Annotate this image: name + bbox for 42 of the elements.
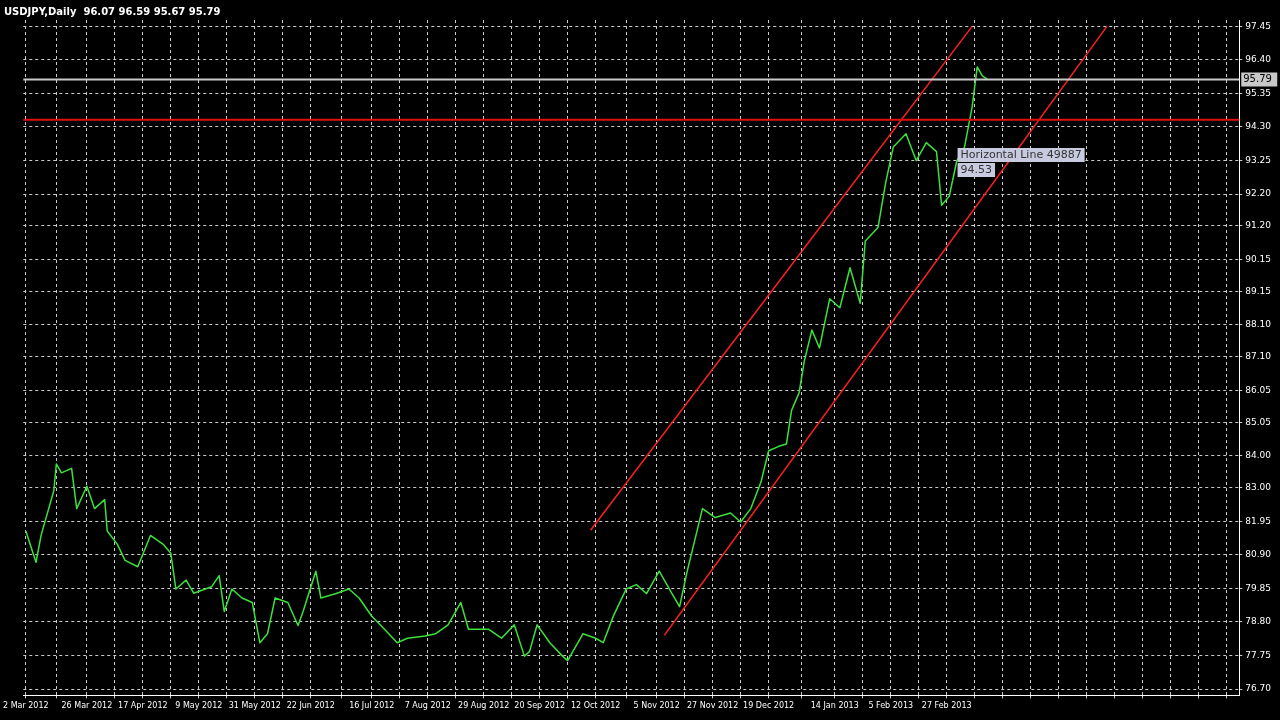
y-tick-label: 79.85 [1245,582,1271,593]
y-tick-label: 88.10 [1245,319,1272,330]
y-tick-label: 97.45 [1245,20,1271,31]
y-tick-label: 83.00 [1245,482,1272,493]
x-tick-label: 26 Mar 2012 [61,701,113,711]
y-tick-label: 93.25 [1245,154,1271,165]
x-tick-label: 17 Apr 2012 [118,701,168,711]
x-tick-label: 14 Jan 2013 [810,701,859,711]
x-tick-label: 27 Feb 2013 [921,701,972,711]
x-tick-label: 16 Jul 2012 [349,701,395,711]
y-tick-label: 87.10 [1245,351,1272,362]
y-tick-label: 84.00 [1245,450,1272,461]
x-tick-label: 20 Sep 2012 [514,701,566,711]
x-tick-label: 12 Oct 2012 [570,701,621,711]
x-tick-label: 29 Aug 2012 [458,701,510,711]
x-tick-label: 22 Jun 2012 [286,701,335,711]
y-tick-label: 77.75 [1245,649,1271,660]
y-tick-label: 94.30 [1245,121,1272,132]
x-tick-label: 5 Nov 2012 [633,701,680,711]
annotation: Horizontal Line 49887 [960,147,1082,161]
y-tick-label: 86.05 [1245,384,1271,395]
y-tick-label: 96.40 [1245,54,1272,65]
y-tick-label: 91.20 [1245,220,1272,231]
y-tick-label: 80.90 [1245,549,1272,560]
x-tick-label: 31 May 2012 [228,701,281,711]
y-tick-label: 78.80 [1245,616,1272,627]
chart-title: USDJPY,Daily 96.07 96.59 95.67 95.79 [4,5,221,17]
x-tick-label: 27 Nov 2012 [687,701,739,711]
y-tick-label: 85.05 [1245,416,1271,427]
y-tick-label: 92.20 [1245,188,1272,199]
y-tick-label: 89.15 [1245,285,1271,296]
ref-line-label: 95.79 [1243,72,1272,84]
x-tick-label: 2 Mar 2012 [3,701,49,711]
y-tick-label: 81.95 [1245,515,1271,526]
y-tick-label: 95.35 [1245,87,1271,98]
x-tick-label: 5 Feb 2013 [868,701,914,711]
annotation: 94.53 [960,162,993,176]
y-tick-label: 76.70 [1245,683,1272,694]
x-tick-label: 7 Aug 2012 [404,701,451,711]
x-tick-label: 9 May 2012 [175,701,223,711]
y-tick-label: 90.15 [1245,253,1271,264]
x-tick-label: 19 Dec 2012 [743,701,795,711]
